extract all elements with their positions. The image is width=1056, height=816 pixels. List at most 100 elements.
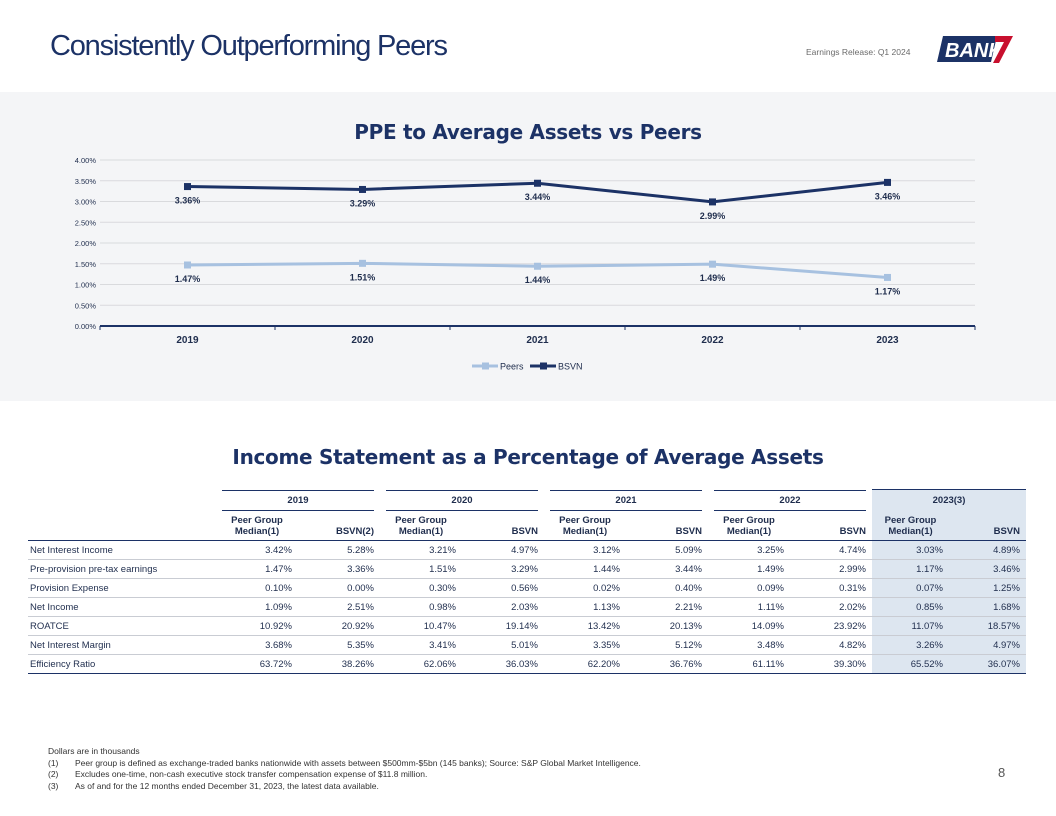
table-cell: 5.09% xyxy=(626,540,708,560)
table-cell: 0.09% xyxy=(708,578,790,598)
row-label: Provision Expense xyxy=(28,578,216,598)
bsvn-header: BSVN(2) xyxy=(335,526,374,537)
table-cell: 3.12% xyxy=(544,540,626,560)
data-point-peers xyxy=(709,260,716,268)
y-tick-label: 4.00% xyxy=(75,156,97,165)
table-cell: 38.26% xyxy=(298,654,380,674)
table-cell: 2.51% xyxy=(298,597,380,617)
table-cell: 0.98% xyxy=(380,597,462,617)
data-label: 1.17% xyxy=(875,286,901,296)
data-point-bsvn xyxy=(534,179,541,187)
y-tick-label: 0.00% xyxy=(75,322,97,331)
income-statement-table: 2019 2020 2021 2022 2023(3) Peer Group Me… xyxy=(28,489,1026,674)
table-cell: 3.46% xyxy=(949,559,1026,579)
data-label: 1.49% xyxy=(700,273,726,283)
table-cell: 10.92% xyxy=(216,616,298,636)
table-cell: 1.13% xyxy=(544,597,626,617)
data-point-bsvn xyxy=(359,185,366,193)
footnotes: Dollars are in thousands (1) Peer group i… xyxy=(48,746,641,792)
table-cell: 3.36% xyxy=(298,559,380,579)
legend-label: Peers xyxy=(500,362,524,372)
table-cell: 3.35% xyxy=(544,635,626,655)
table-cell: 18.57% xyxy=(949,616,1026,636)
y-tick-label: 1.00% xyxy=(75,281,97,290)
x-tick-label: 2019 xyxy=(176,335,199,346)
table-cell: 2.21% xyxy=(626,597,708,617)
data-label: 1.51% xyxy=(350,272,376,282)
data-label: 3.44% xyxy=(525,192,551,202)
year-header-row: 2019 2020 2021 2022 2023(3) xyxy=(28,489,1026,512)
table-cell: 1.68% xyxy=(949,597,1026,617)
logo-text: BANK xyxy=(945,40,1004,62)
table-cell: 5.01% xyxy=(462,635,544,655)
y-tick-label: 0.50% xyxy=(75,301,97,310)
legend-marker-peers xyxy=(482,362,489,370)
x-tick-label: 2021 xyxy=(526,335,549,346)
table-row: Net Interest Margin 3.68% 5.35% 3.41% 5.01% 3… xyxy=(28,635,1026,655)
table-cell: 1.11% xyxy=(708,597,790,617)
legend-marker-bsvn xyxy=(540,362,547,370)
table-cell: 5.12% xyxy=(626,635,708,655)
x-tick-label: 2020 xyxy=(351,335,374,346)
peer-median-header: Peer Group Median(1) xyxy=(723,515,775,537)
data-point-peers xyxy=(359,259,366,267)
table-row: ROATCE 10.92% 20.92% 10.47% 19.14% 13.42% 20.1… xyxy=(28,616,1026,636)
data-label: 1.44% xyxy=(525,275,551,285)
peer-median-header: Peer Group Median(1) xyxy=(872,511,949,541)
y-tick-label: 1.50% xyxy=(75,260,97,269)
table-cell: 0.31% xyxy=(790,578,872,598)
table-row: Provision Expense 0.10% 0.00% 0.30% 0.56% 0.0… xyxy=(28,578,1026,598)
bsvn-header: BSVN xyxy=(839,526,866,537)
row-label: Pre-provision pre-tax earnings xyxy=(28,559,216,579)
y-tick-label: 3.50% xyxy=(75,177,97,186)
table-cell: 3.42% xyxy=(216,540,298,560)
table-cell: 0.02% xyxy=(544,578,626,598)
release-label: Earnings Release: Q1 2024 xyxy=(806,47,911,57)
table-cell: 36.76% xyxy=(626,654,708,674)
bank7-logo: BANK xyxy=(937,36,1013,63)
y-tick-label: 2.00% xyxy=(75,239,97,248)
row-label: Efficiency Ratio xyxy=(28,654,216,674)
table-cell: 4.89% xyxy=(949,540,1026,560)
table-cell: 3.25% xyxy=(708,540,790,560)
year-header-2019: 2019 xyxy=(216,490,380,512)
data-label: 3.29% xyxy=(350,198,376,208)
ppe-line-chart: 0.00% 0.50% 1.00% 1.50% 2.00% 2.50% 3.00% 3.50%… xyxy=(75,156,976,372)
table-cell: 3.48% xyxy=(708,635,790,655)
table-cell: 3.21% xyxy=(380,540,462,560)
table-cell: 0.30% xyxy=(380,578,462,598)
table-cell: 3.41% xyxy=(380,635,462,655)
table-cell: 3.68% xyxy=(216,635,298,655)
table-row: Pre-provision pre-tax earnings 1.47% 3.36%… xyxy=(28,559,1026,579)
data-point-peers xyxy=(884,273,891,281)
table-cell: 0.07% xyxy=(872,578,949,598)
row-label: Net Interest Income xyxy=(28,540,216,560)
table-cell: 1.09% xyxy=(216,597,298,617)
y-tick-label: 3.00% xyxy=(75,198,97,207)
table-cell: 1.17% xyxy=(872,559,949,579)
table-cell: 1.25% xyxy=(949,578,1026,598)
table-cell: 3.26% xyxy=(872,635,949,655)
year-header-2022: 2022 xyxy=(708,490,872,512)
data-label: 3.36% xyxy=(175,196,201,206)
table-cell: 3.29% xyxy=(462,559,544,579)
y-tick-label: 2.50% xyxy=(75,218,97,227)
table-cell: 3.03% xyxy=(872,540,949,560)
table-title: Income Statement as a Percentage of Aver… xyxy=(232,445,824,469)
table-row: Net Interest Income 3.42% 5.28% 3.21% 4.97% 3… xyxy=(28,540,1026,560)
data-point-peers xyxy=(184,261,191,269)
table-cell: 10.47% xyxy=(380,616,462,636)
table-cell: 23.92% xyxy=(790,616,872,636)
table-cell: 62.06% xyxy=(380,654,462,674)
row-label: Net Interest Margin xyxy=(28,635,216,655)
logo-background xyxy=(937,36,997,62)
footnote: (1) Peer group is defined as exchange-tra… xyxy=(48,757,641,768)
bsvn-header: BSVN xyxy=(675,526,702,537)
chart-title: PPE to Average Assets vs Peers xyxy=(354,120,702,144)
table-cell: 65.52% xyxy=(872,654,949,674)
row-label: Net Income xyxy=(28,597,216,617)
data-label: 3.46% xyxy=(875,191,901,201)
page-title: Consistently Outperforming Peers xyxy=(50,30,448,62)
year-header-2020: 2020 xyxy=(380,490,544,512)
data-point-bsvn xyxy=(884,178,891,186)
